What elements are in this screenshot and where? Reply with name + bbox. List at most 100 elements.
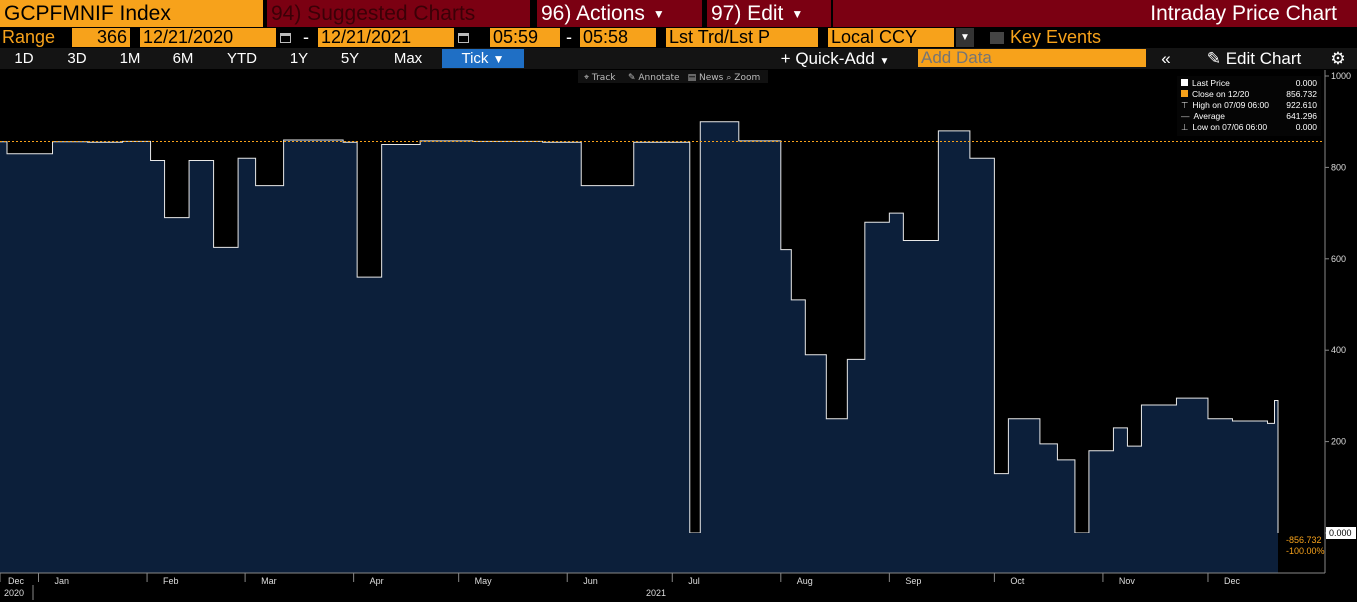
price-area-base	[0, 533, 1278, 573]
chart-tools: ⌖ Track ✎ Annotate ▤ News ⌕ Zoom	[578, 70, 768, 83]
period-max-button[interactable]: Max	[393, 50, 423, 67]
period-1m-button[interactable]: 1M	[119, 50, 141, 67]
last-price-tag: 0.000	[1329, 528, 1352, 538]
x-tick-label: Jun	[583, 576, 598, 586]
period-3d-button[interactable]: 3D	[67, 50, 87, 67]
edit-chart-button[interactable]: ✎ Edit Chart	[1186, 49, 1322, 68]
legend-high[interactable]: ⊤ High on 07/09 06:00 922.610	[1181, 100, 1317, 111]
pencil-icon: ✎	[1206, 49, 1221, 68]
y-tick-label: 800	[1331, 162, 1346, 172]
low-marker-icon: ⊥	[1181, 122, 1189, 132]
x-year-label: 2021	[646, 588, 666, 598]
add-data-input[interactable]	[918, 49, 1146, 67]
checkbox-icon	[990, 32, 1004, 45]
change-tag: -856.732	[1286, 535, 1322, 545]
legend-label: High on 07/09 06:00	[1192, 100, 1269, 110]
quick-add-menu[interactable]: + Quick-Add ▼	[760, 49, 910, 68]
time-dash: -	[566, 27, 572, 47]
last-price-tag-box	[1326, 527, 1356, 539]
tool-annotate: ✎ Annotate	[628, 73, 680, 83]
y-tick-label: 400	[1331, 345, 1346, 355]
high-marker-icon: ⊤	[1181, 100, 1189, 110]
legend-last-price[interactable]: Last Price 0.000	[1181, 78, 1317, 89]
x-tick-label: Sep	[905, 576, 921, 586]
chart-legend: Last Price 0.000 Close on 12/20 856.732 ⊤ H…	[1177, 76, 1321, 136]
x-tick-label: Feb	[163, 576, 179, 586]
period-5y-button[interactable]: 5Y	[340, 50, 360, 67]
legend-value: 641.296	[1286, 111, 1317, 121]
tick-label: Tick	[461, 50, 489, 67]
end-date-field[interactable]: 12/21/2021	[318, 28, 454, 47]
legend-label: Low on 07/06 06:00	[1192, 122, 1268, 132]
start-date-field[interactable]: 12/21/2020	[140, 28, 276, 47]
price-area-fill	[0, 121, 1278, 533]
tool-zoom: ⌕ Zoom	[726, 73, 760, 83]
suggested-charts-button[interactable]: 94) Suggested Charts	[267, 0, 530, 27]
x-tick-label: Apr	[370, 576, 384, 586]
x-tick-label: May	[475, 576, 493, 586]
x-tick-label: Jan	[55, 576, 70, 586]
key-events-toggle[interactable]: Key Events	[990, 28, 1101, 47]
end-time-field[interactable]: 05:58	[580, 28, 656, 47]
legend-close[interactable]: Close on 12/20 856.732	[1181, 89, 1317, 100]
price-tags: 0.000 -856.732-100.00%	[1286, 527, 1356, 556]
period-1y-button[interactable]: 1Y	[289, 50, 309, 67]
x-tick-label: Dec	[8, 576, 25, 586]
legend-value: 856.732	[1286, 89, 1317, 99]
top-bar: GCPFMNIF Index 94) Suggested Charts 96) …	[0, 0, 1357, 28]
caret-down-icon: ▼	[652, 6, 665, 21]
period-bar: 1D 3D 1M 6M YTD 1Y 5Y Max Tick ▼ + Quick…	[0, 48, 1357, 69]
calendar-icon[interactable]	[458, 28, 469, 47]
tick-select[interactable]: Tick ▼	[442, 49, 524, 68]
start-time-field[interactable]: 05:59	[490, 28, 560, 47]
collapse-double-chevron-icon[interactable]: «	[1161, 49, 1171, 68]
calendar-icon[interactable]	[280, 28, 291, 47]
ticker-field[interactable]: GCPFMNIF Index	[0, 0, 263, 27]
currency-dropdown-icon[interactable]: ▼	[956, 28, 974, 47]
x-tick-label: Mar	[261, 576, 277, 586]
legend-value: 0.000	[1295, 122, 1317, 132]
chart-tools-bg	[578, 70, 768, 83]
legend-label: Last Price	[1192, 78, 1230, 88]
trade-type-select[interactable]: Lst Trd/Lst P	[666, 28, 818, 47]
x-tick-label: Dec	[1224, 576, 1241, 586]
actions-menu[interactable]: 96) Actions ▼	[537, 0, 702, 27]
range-days-field[interactable]: 366	[72, 28, 130, 47]
change-pct-tag: -100.00%	[1286, 546, 1325, 556]
legend-value: 922.610	[1286, 100, 1317, 110]
period-6m-button[interactable]: 6M	[172, 50, 194, 67]
actions-label: 96) Actions	[541, 2, 645, 25]
tool-track: ⌖ Track	[584, 73, 616, 83]
legend-label: Average	[1193, 111, 1226, 121]
currency-select[interactable]: Local CCY	[828, 28, 954, 47]
period-ytd-button[interactable]: YTD	[227, 50, 257, 67]
range-label: Range	[2, 27, 56, 47]
x-year-label: 2020	[4, 588, 24, 598]
price-area-series	[0, 121, 1279, 573]
triangle-down-icon: ▼	[492, 52, 505, 66]
legend-label: Close on 12/20	[1192, 89, 1250, 99]
caret-down-icon: ▼	[791, 6, 804, 21]
y-tick-label: 1000	[1331, 71, 1351, 81]
legend-swatch-orange	[1181, 90, 1188, 97]
period-1d-button[interactable]: 1D	[14, 50, 34, 67]
edit-menu[interactable]: 97) Edit ▼	[707, 0, 831, 27]
legend-swatch-white	[1181, 79, 1188, 86]
key-events-label: Key Events	[1010, 27, 1102, 47]
legend-average[interactable]: — Average 641.296	[1181, 111, 1317, 122]
price-chart-svg[interactable]: ⌖ Track ✎ Annotate ▤ News ⌕ Zoom 200 400 600 8…	[0, 70, 1357, 602]
gear-icon[interactable]: ⚙	[1330, 49, 1346, 68]
quick-add-label: Quick-Add	[795, 49, 875, 68]
tool-news: ▤ News	[688, 73, 724, 83]
price-series-line	[0, 121, 1279, 534]
y-tick-label: 200	[1331, 437, 1346, 447]
y-tick-label: 600	[1331, 254, 1346, 264]
legend-low[interactable]: ⊥ Low on 07/06 06:00 0.000	[1181, 122, 1317, 133]
average-marker-icon: —	[1181, 111, 1190, 121]
x-tick-label: Jul	[688, 576, 700, 586]
range-dash: -	[303, 27, 309, 47]
price-chart[interactable]: ⌖ Track ✎ Annotate ▤ News ⌕ Zoom 200 400 600 8…	[0, 70, 1357, 602]
page-title: Intraday Price Chart	[833, 0, 1357, 27]
edit-chart-label: Edit Chart	[1225, 49, 1302, 68]
edit-label: 97) Edit	[711, 2, 784, 25]
